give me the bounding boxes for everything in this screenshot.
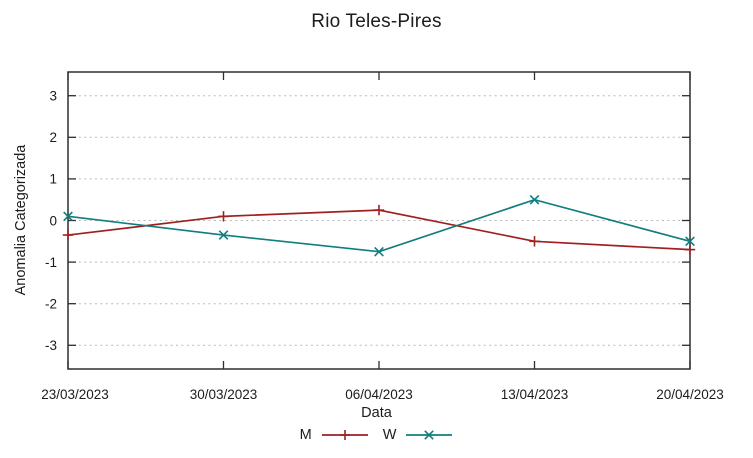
cross-marker-icon xyxy=(424,430,435,440)
series-marker-cross xyxy=(529,194,540,205)
x-tick-label: 23/03/2023 xyxy=(41,387,109,402)
series-marker-plus xyxy=(218,211,229,222)
plus-marker-icon xyxy=(339,430,350,440)
series-marker-cross xyxy=(374,246,384,257)
legend-line-sample-W xyxy=(406,430,453,440)
series-marker-cross xyxy=(685,236,695,247)
axis-ticks xyxy=(67,72,691,369)
legend-entry-W: W xyxy=(383,427,454,443)
x-tick-label: 06/04/2023 xyxy=(345,387,413,402)
y-tick-label: 1 xyxy=(49,172,57,187)
series-M xyxy=(62,204,696,255)
legend-label-W: W xyxy=(382,427,397,443)
y-tick-label: 2 xyxy=(49,130,57,145)
legend-entry-M: M xyxy=(300,427,369,443)
legend-label-M: M xyxy=(299,427,312,443)
series-W xyxy=(63,194,695,257)
chart-title: Rio Teles-Pires xyxy=(311,11,442,32)
gridlines xyxy=(68,95,690,346)
x-tick-label: 20/04/2023 xyxy=(656,387,724,402)
x-axis-label: Data xyxy=(361,405,392,421)
series-marker-plus xyxy=(373,204,385,216)
x-tick-label: 30/03/2023 xyxy=(190,387,258,402)
series-marker-plus xyxy=(62,229,74,241)
series-marker-plus xyxy=(529,236,540,247)
series-marker-plus xyxy=(684,244,696,255)
y-tick-label: 3 xyxy=(49,89,57,104)
y-tick-label: -3 xyxy=(45,338,57,353)
legend-line-sample-M xyxy=(321,430,368,440)
y-tick-label: 0 xyxy=(49,213,57,228)
y-tick-label: -2 xyxy=(45,296,57,311)
x-tick-label: 13/04/2023 xyxy=(501,387,569,402)
series-marker-cross xyxy=(63,211,73,222)
y-tick-label: -1 xyxy=(45,255,57,270)
series-marker-cross xyxy=(218,230,229,240)
